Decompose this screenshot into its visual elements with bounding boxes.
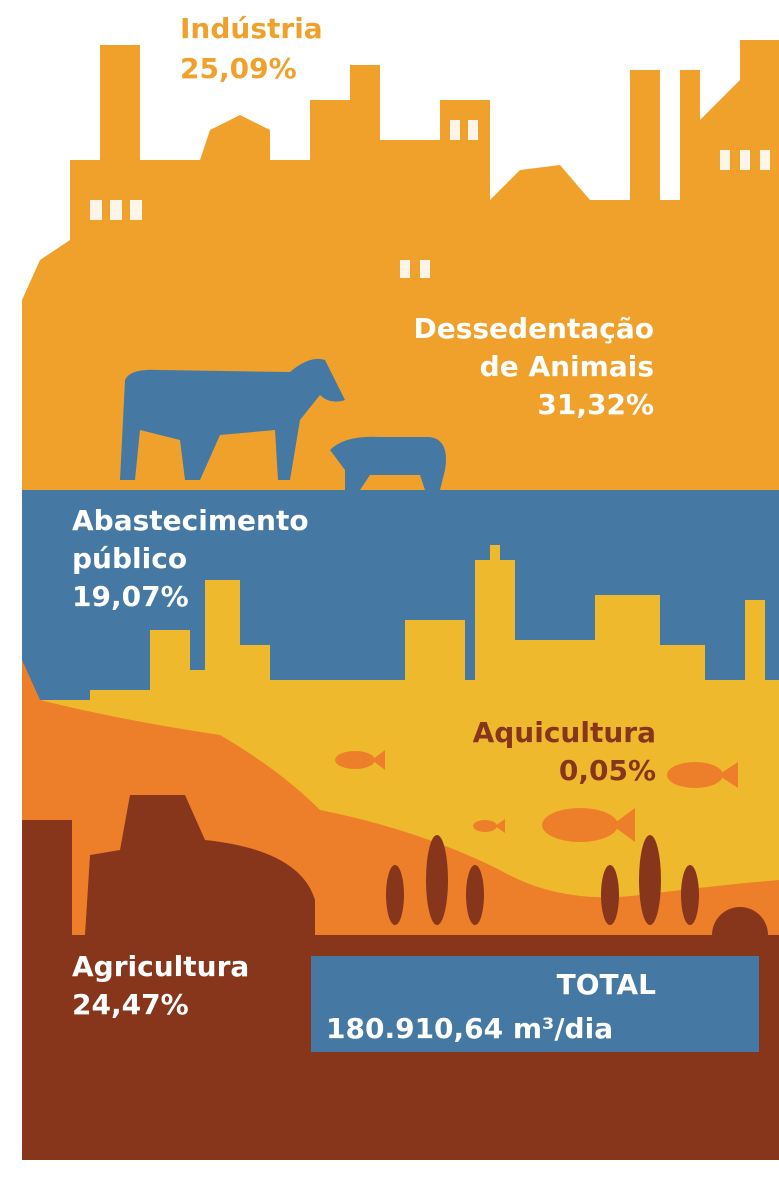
sector-value: 0,05%: [559, 754, 656, 787]
sector-name: Abastecimento: [72, 504, 309, 537]
sector-name: público: [72, 542, 187, 575]
total-value: 180.910,64 m³/dia: [326, 1012, 613, 1045]
sector-name: Dessedentação: [413, 312, 654, 345]
total-label: TOTAL: [557, 968, 656, 1001]
infographic: Indústria 25,09% Dessedentação de Animai…: [0, 0, 779, 1187]
sector-name: Agricultura: [72, 950, 249, 983]
sector-value: 25,09%: [180, 52, 297, 85]
sector-value: 31,32%: [537, 388, 654, 421]
sector-name: Aquicultura: [473, 716, 656, 749]
sector-name: Indústria: [180, 12, 323, 45]
sector-name: de Animais: [480, 350, 654, 383]
sector-value: 24,47%: [72, 988, 189, 1021]
sector-value: 19,07%: [72, 580, 189, 613]
